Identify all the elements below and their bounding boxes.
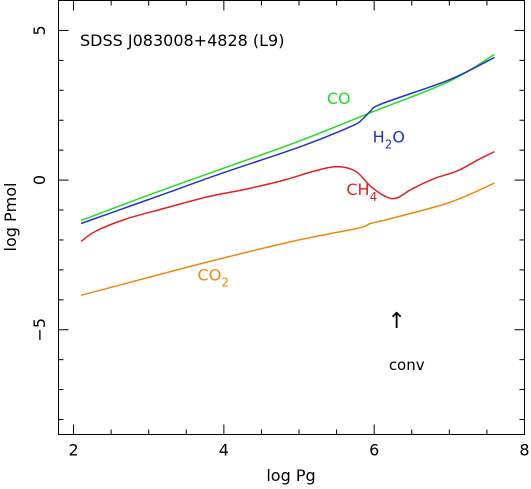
series-line-co <box>80 53 495 222</box>
axis-ticks: 2 4 6 8 5 0 −5 <box>30 0 530 460</box>
series-label-h2o: H2O <box>373 128 405 152</box>
x-axis-label: log Pg <box>266 466 315 485</box>
series-group <box>80 53 495 297</box>
series-line-co2 <box>80 182 495 297</box>
chart-title: SDSS J083008+4828 (L9) <box>80 31 284 50</box>
y-tick-label: 0 <box>30 175 49 185</box>
x-tick-label: 4 <box>219 441 229 460</box>
series-label-ch4: CH4 <box>346 180 377 204</box>
x-tick-label: 6 <box>369 441 379 460</box>
plot-frame <box>58 0 525 435</box>
convection-label: conv <box>389 356 425 374</box>
series-label-co2: CO2 <box>198 265 229 289</box>
series-labels: CO H2O CH4 CO2 <box>198 89 405 290</box>
series-line-h2o <box>80 56 495 225</box>
y-tick-label: −5 <box>30 318 49 342</box>
series-line-ch4 <box>80 151 495 243</box>
series-label-co: CO <box>327 89 351 108</box>
y-tick-label: 5 <box>30 25 49 35</box>
x-tick-label: 8 <box>519 441 529 460</box>
convection-arrow-icon: ↑ <box>388 309 406 334</box>
y-axis-label: log Pmol <box>1 183 20 252</box>
x-tick-label: 2 <box>68 441 78 460</box>
